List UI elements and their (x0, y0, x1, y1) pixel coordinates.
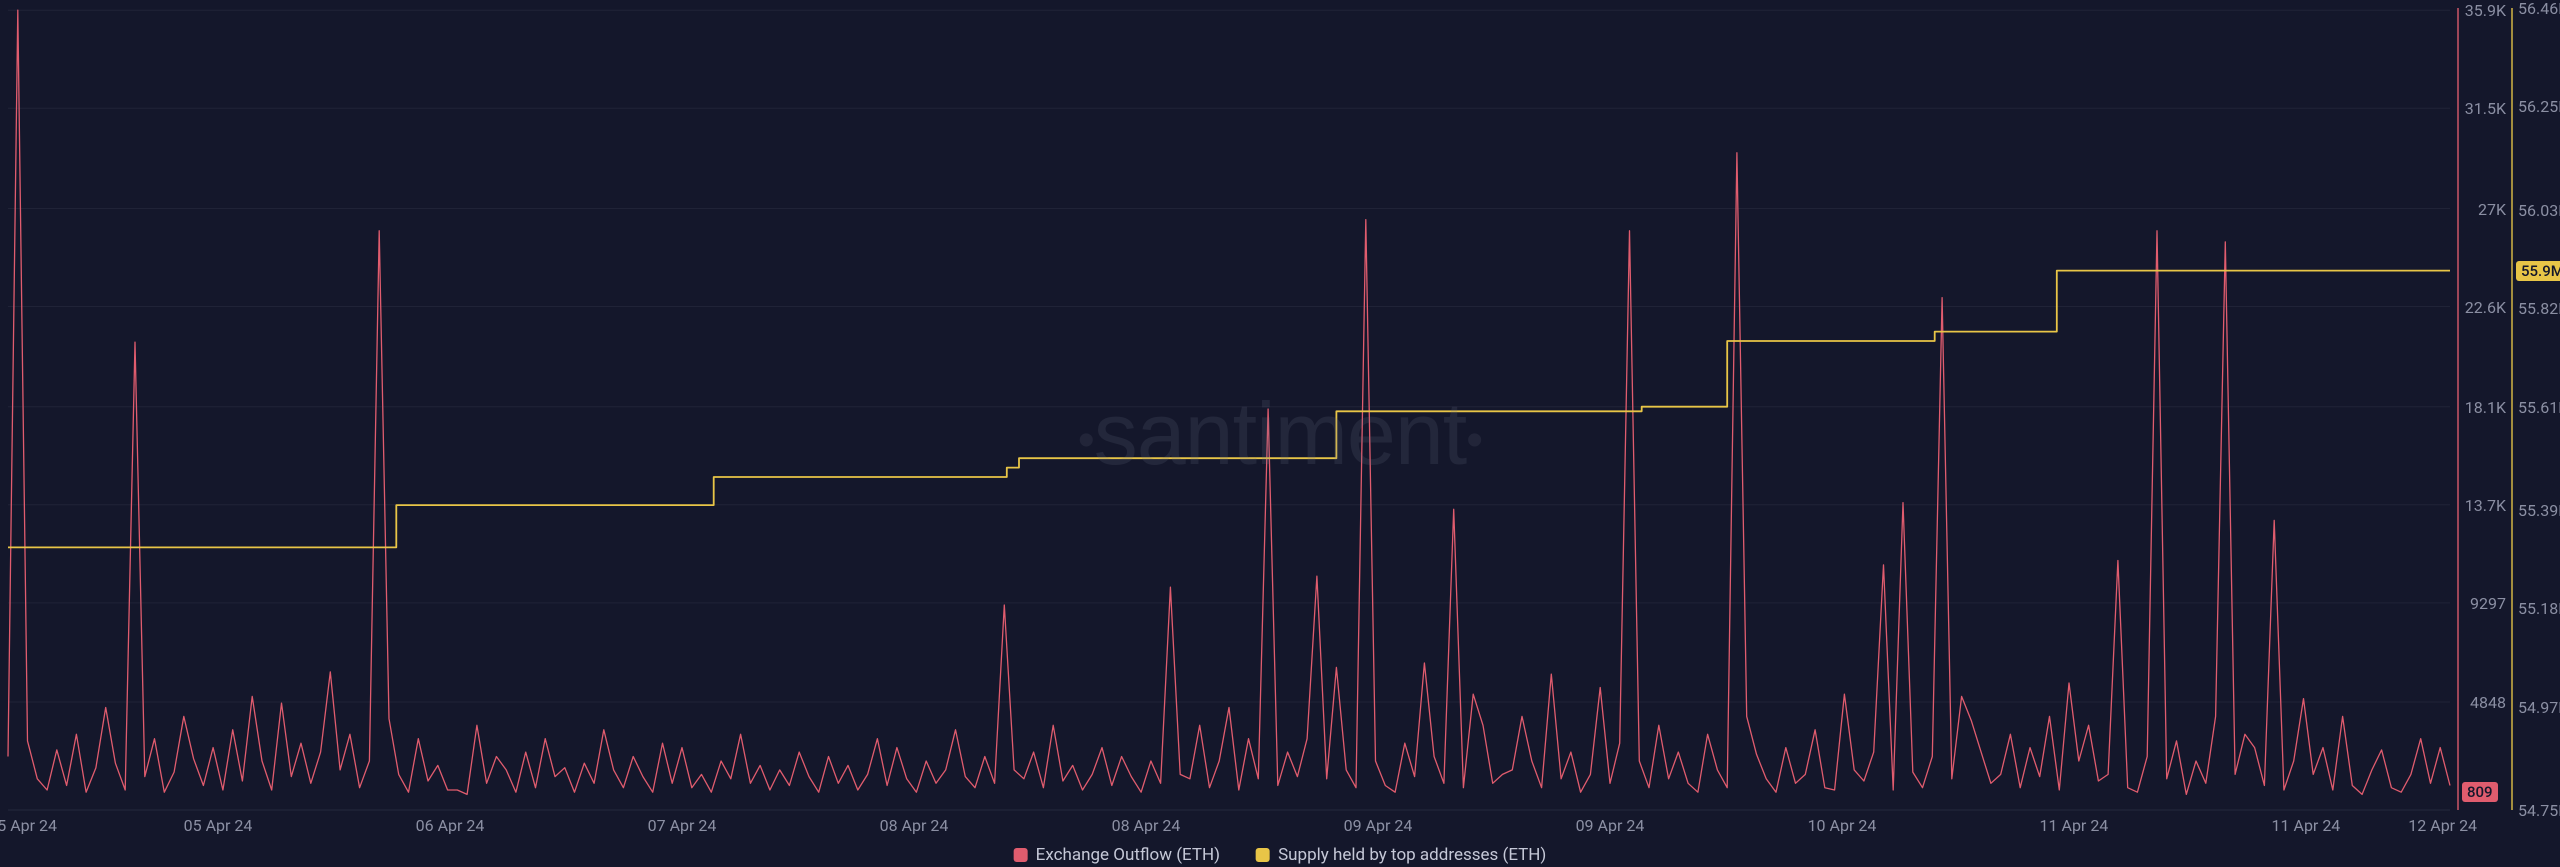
y1-tick-label: 35.9K (2458, 1, 2506, 20)
y2-tick-label: 54.97M (2518, 698, 2560, 717)
y2-tick-label: 55.39M (2518, 501, 2560, 520)
y2-tick-label: 56.46M (2518, 0, 2560, 18)
y1-tick-label: 4848 (2458, 693, 2506, 712)
x-tick-label: 07 Apr 24 (648, 816, 717, 835)
chart-container[interactable]: •santiment• 35.9K31.5K27K22.6K18.1K13.7K… (0, 0, 2560, 867)
legend-item[interactable]: Exchange Outflow (ETH) (1014, 845, 1220, 865)
x-tick-label: 11 Apr 24 (2272, 816, 2341, 835)
y1-tick-label: 27K (2458, 200, 2506, 219)
x-tick-label: 10 Apr 24 (1808, 816, 1877, 835)
x-tick-label: 12 Apr 24 (2408, 816, 2477, 835)
x-tick-label: 09 Apr 24 (1576, 816, 1645, 835)
y2-tick-label: 56.25M (2518, 97, 2560, 116)
y1-tick-label: 13.7K (2458, 496, 2506, 515)
x-tick-label: 05 Apr 24 (0, 816, 57, 835)
y2-tick-label: 54.75M (2518, 801, 2560, 820)
x-tick-label: 11 Apr 24 (2040, 816, 2109, 835)
chart-legend: Exchange Outflow (ETH) Supply held by top… (1014, 845, 1547, 865)
legend-label: Supply held by top addresses (ETH) (1278, 845, 1546, 865)
x-tick-label: 08 Apr 24 (880, 816, 949, 835)
legend-label: Exchange Outflow (ETH) (1036, 845, 1220, 865)
y2-current-badge: 55.9M (2516, 261, 2560, 281)
y1-current-badge: 809 (2462, 782, 2498, 802)
x-tick-label: 08 Apr 24 (1112, 816, 1181, 835)
y2-tick-label: 55.82M (2518, 299, 2560, 318)
legend-item[interactable]: Supply held by top addresses (ETH) (1256, 845, 1546, 865)
x-tick-label: 09 Apr 24 (1344, 816, 1413, 835)
x-tick-label: 06 Apr 24 (416, 816, 485, 835)
legend-swatch (1256, 848, 1270, 862)
legend-swatch (1014, 848, 1028, 862)
x-tick-label: 05 Apr 24 (184, 816, 253, 835)
chart-svg (0, 0, 2560, 867)
y2-tick-label: 56.03M (2518, 201, 2560, 220)
y1-tick-label: 22.6K (2458, 298, 2506, 317)
y1-tick-label: 31.5K (2458, 99, 2506, 118)
y1-tick-label: 18.1K (2458, 398, 2506, 417)
y1-tick-label: 9297 (2458, 594, 2506, 613)
y2-tick-label: 55.18M (2518, 599, 2560, 618)
y2-tick-label: 55.61M (2518, 398, 2560, 417)
